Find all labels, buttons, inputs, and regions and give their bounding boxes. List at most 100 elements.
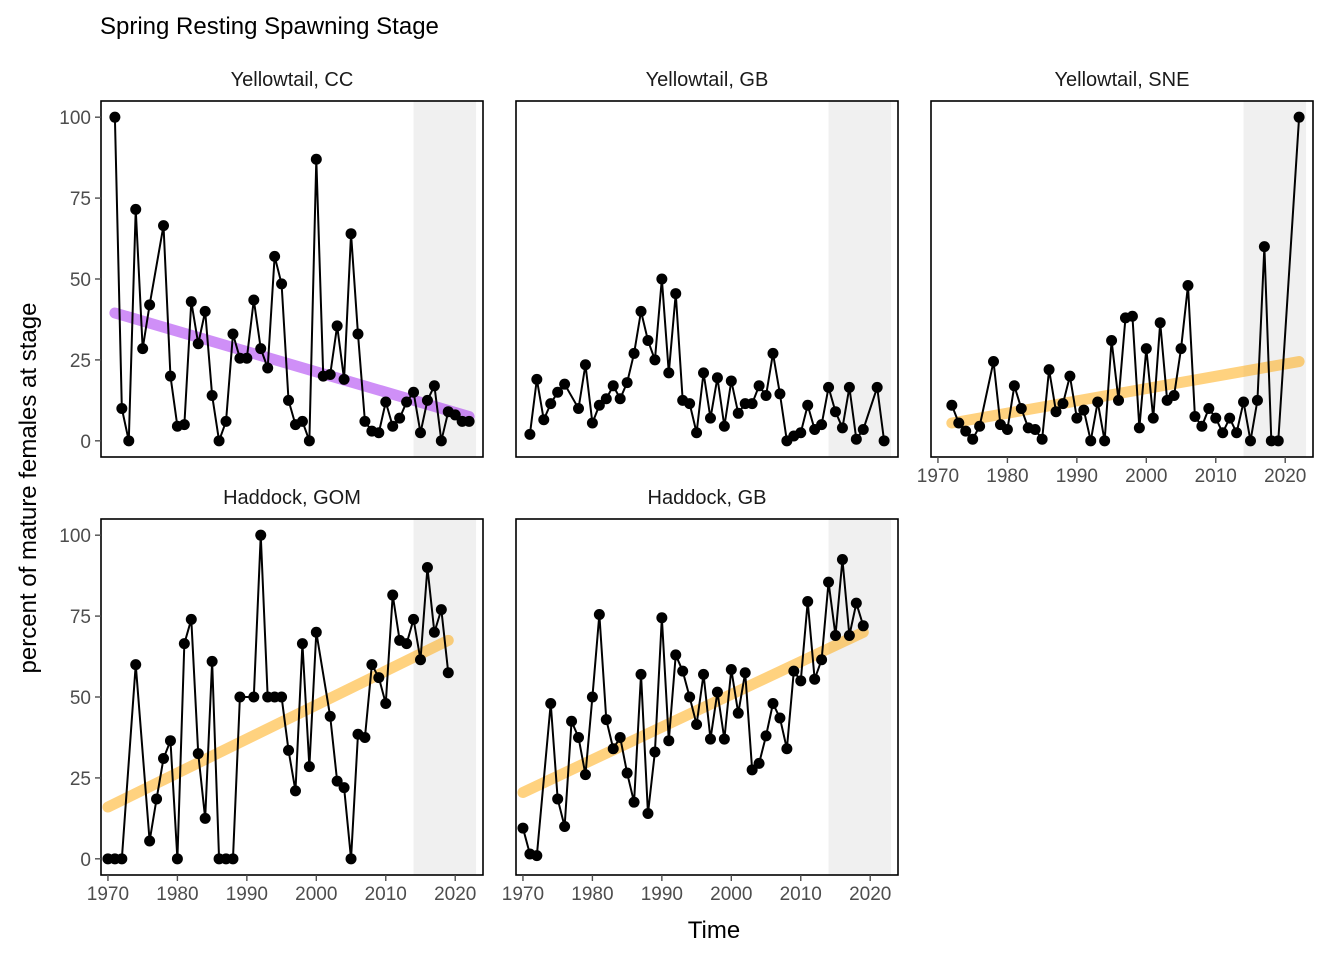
data-point <box>1154 317 1166 329</box>
data-point <box>1126 310 1138 322</box>
data-point <box>1175 343 1187 355</box>
data-point <box>116 402 128 414</box>
data-point <box>704 733 716 745</box>
panel-1: Yellowtail, CC 0 25 50 75 100 <box>59 69 484 458</box>
data-point <box>829 406 841 418</box>
data-point <box>387 420 399 432</box>
data-point <box>1001 423 1013 435</box>
data-point <box>843 630 855 642</box>
panel-4: Haddock, GOM 0 25 50 75 100 1970 1980 1990 2000 20… <box>59 487 484 905</box>
data-point <box>1272 435 1284 447</box>
data-point <box>255 343 267 355</box>
data-point <box>1168 390 1180 402</box>
y-tick-label: 50 <box>70 688 91 709</box>
data-point <box>559 820 571 832</box>
data-point <box>345 228 357 240</box>
data-point <box>199 812 211 824</box>
data-point <box>579 769 591 781</box>
data-point <box>656 612 668 624</box>
data-point <box>192 338 204 350</box>
data-point <box>366 659 378 671</box>
data-point <box>836 422 848 434</box>
data-point <box>836 553 848 565</box>
data-point <box>144 835 156 847</box>
data-point <box>677 665 689 677</box>
data-point <box>1182 279 1194 291</box>
data-point <box>1238 396 1250 408</box>
shaded-region <box>828 101 892 457</box>
data-point <box>1258 241 1270 253</box>
x-tick-label: 1990 <box>226 884 268 905</box>
data-point <box>373 672 385 684</box>
data-point <box>394 412 406 424</box>
data-point <box>158 752 170 764</box>
data-point <box>552 386 564 398</box>
data-point <box>711 372 723 384</box>
data-point <box>269 250 281 262</box>
data-point <box>767 697 779 709</box>
x-tick-label: 1980 <box>986 466 1028 487</box>
data-point <box>614 393 626 405</box>
data-point <box>1015 402 1027 414</box>
data-point <box>359 415 371 427</box>
data-point <box>276 691 288 703</box>
data-point <box>255 529 267 541</box>
data-point <box>816 419 828 431</box>
data-point <box>1043 364 1055 376</box>
data-point <box>988 356 1000 368</box>
data-point <box>621 377 633 389</box>
data-point <box>663 735 675 747</box>
data-point <box>1092 396 1104 408</box>
data-point <box>746 398 758 410</box>
y-axis-title: percent of mature females at stage <box>15 303 42 674</box>
data-point <box>573 731 585 743</box>
data-point <box>524 428 536 440</box>
data-point <box>1140 343 1152 355</box>
data-point <box>435 435 447 447</box>
x-tick-label: 2010 <box>365 884 407 905</box>
data-point <box>303 761 315 773</box>
data-point <box>850 433 862 445</box>
data-point <box>171 853 183 865</box>
data-point <box>408 386 420 398</box>
data-point <box>1189 411 1201 423</box>
data-point <box>421 562 433 574</box>
panel-frame <box>930 100 1314 458</box>
panel-title: Haddock, GB <box>648 487 767 509</box>
data-point <box>1085 435 1097 447</box>
data-point <box>871 381 883 393</box>
data-point <box>593 608 605 620</box>
data-point <box>380 396 392 408</box>
data-point <box>649 354 661 366</box>
data-point <box>352 328 364 340</box>
data-point <box>802 596 814 608</box>
data-point <box>684 398 696 410</box>
data-point <box>1036 433 1048 445</box>
data-point <box>635 668 647 680</box>
data-point <box>774 388 786 400</box>
data-point <box>559 378 571 390</box>
x-tick-label: 2000 <box>1125 466 1167 487</box>
panel-frame <box>515 100 899 458</box>
data-point <box>442 667 454 679</box>
data-point <box>303 435 315 447</box>
data-point <box>283 744 295 756</box>
x-tick-label: 2000 <box>710 884 752 905</box>
data-point <box>795 675 807 687</box>
data-point <box>531 373 543 385</box>
data-point <box>538 414 550 426</box>
data-point <box>227 328 239 340</box>
data-point <box>421 394 433 406</box>
data-point <box>732 707 744 719</box>
data-point <box>296 638 308 650</box>
data-point <box>579 359 591 371</box>
data-point <box>843 381 855 393</box>
data-point <box>185 613 197 625</box>
data-point <box>732 407 744 419</box>
data-point <box>178 638 190 650</box>
x-tick-label: 2020 <box>434 884 476 905</box>
data-point <box>387 589 399 601</box>
panel-3: Yellowtail, SNE 1970 1980 1990 2000 2010 2020 <box>917 69 1314 487</box>
data-point <box>552 793 564 805</box>
data-point <box>725 375 737 387</box>
